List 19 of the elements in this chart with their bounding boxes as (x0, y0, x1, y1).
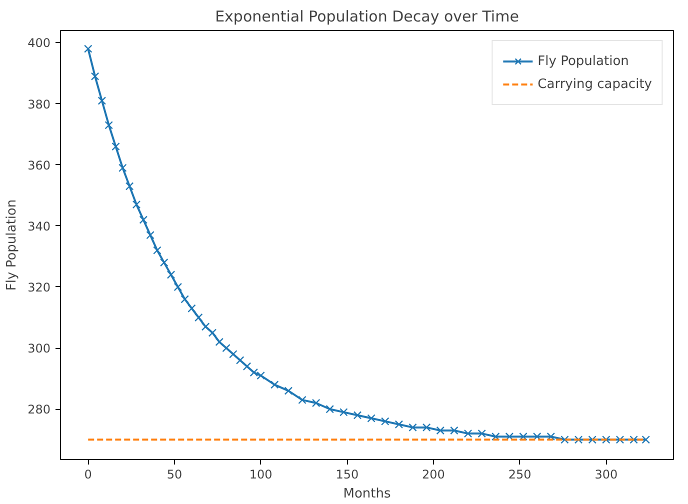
legend-label: Carrying capacity (538, 76, 652, 92)
x-tick-label: 250 (508, 468, 532, 482)
y-axis-title: Fly Population (4, 199, 20, 291)
y-tick-label: 360 (28, 158, 50, 172)
y-tick-label: 300 (28, 342, 50, 356)
x-tick-label: 50 (166, 468, 182, 482)
x-tick-label: 300 (594, 468, 618, 482)
x-axis-title: Months (343, 486, 391, 502)
legend-label: Fly Population (538, 54, 629, 68)
x-tick-label: 200 (422, 468, 445, 482)
y-tick-label: 380 (28, 97, 50, 112)
x-tick-label: 0 (84, 468, 92, 482)
y-tick-label: 320 (28, 280, 50, 294)
y-tick-label: 400 (28, 36, 50, 50)
x-tick-label: 100 (249, 468, 272, 482)
x-tick-label: 150 (336, 468, 359, 482)
y-tick-label: 340 (28, 219, 50, 234)
y-tick-label: 280 (28, 402, 50, 417)
chart-title: Exponential Population Decay over Time (215, 8, 519, 26)
